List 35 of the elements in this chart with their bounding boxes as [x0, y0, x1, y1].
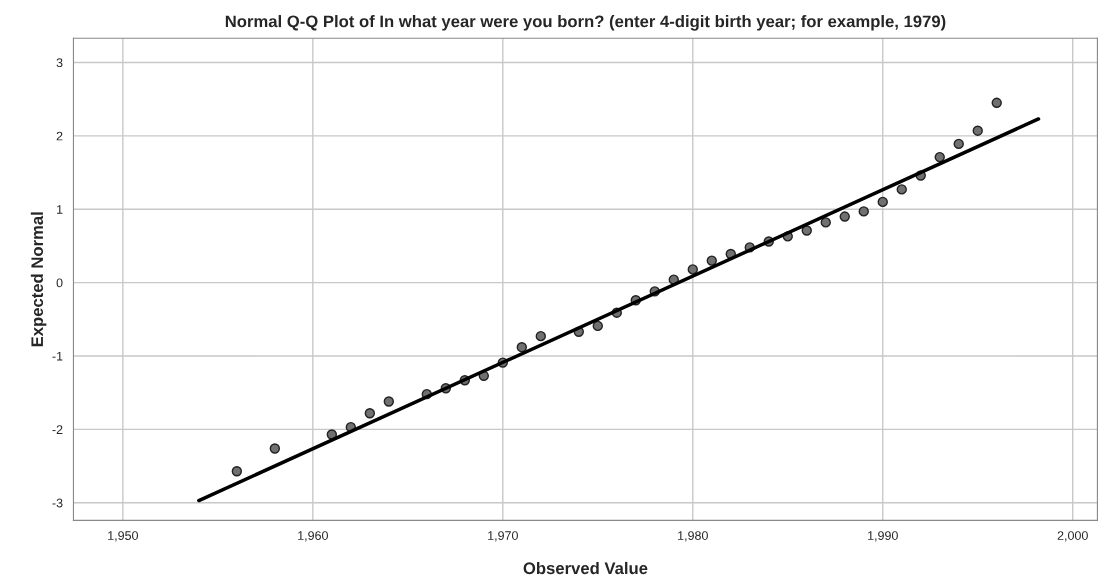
y-tick-label: -1 [52, 351, 63, 361]
point [972, 125, 983, 136]
x-tick-label: 2,000 [1057, 531, 1088, 542]
point [592, 320, 603, 332]
y-tick-label: 2 [56, 131, 63, 141]
point [858, 206, 869, 217]
x-tick-label: 1,990 [868, 531, 898, 542]
point [877, 196, 888, 208]
y-tick-label: -2 [52, 425, 63, 434]
point [839, 211, 850, 222]
y-tick-label: 1 [57, 205, 63, 214]
y-tick-label: -3 [52, 498, 63, 508]
chart-title: Normal Q-Q Plot of In what year were you born? (enter 4-digit birth year; for example, 1979) [225, 15, 946, 31]
point [383, 396, 395, 407]
y-tick-label: 3 [56, 58, 63, 68]
y-axis-title: Expected Normal [30, 212, 47, 347]
point [934, 151, 945, 163]
point [535, 330, 546, 342]
point [991, 97, 1002, 108]
point [687, 264, 698, 275]
x-tick-label: 1,970 [488, 531, 518, 542]
point [820, 217, 831, 228]
x-tick-label: 1,980 [678, 531, 708, 542]
point [953, 138, 964, 150]
x-tick-label: 1,950 [108, 531, 138, 542]
x-axis-title: Observed Value [523, 561, 648, 575]
point [896, 184, 907, 195]
y-tick-label: 0 [56, 278, 63, 288]
x-tick-label: 1,960 [298, 531, 328, 542]
point [516, 341, 527, 353]
point [231, 466, 243, 477]
point [706, 255, 717, 266]
point [801, 225, 812, 236]
point [269, 443, 281, 454]
point [364, 408, 376, 419]
